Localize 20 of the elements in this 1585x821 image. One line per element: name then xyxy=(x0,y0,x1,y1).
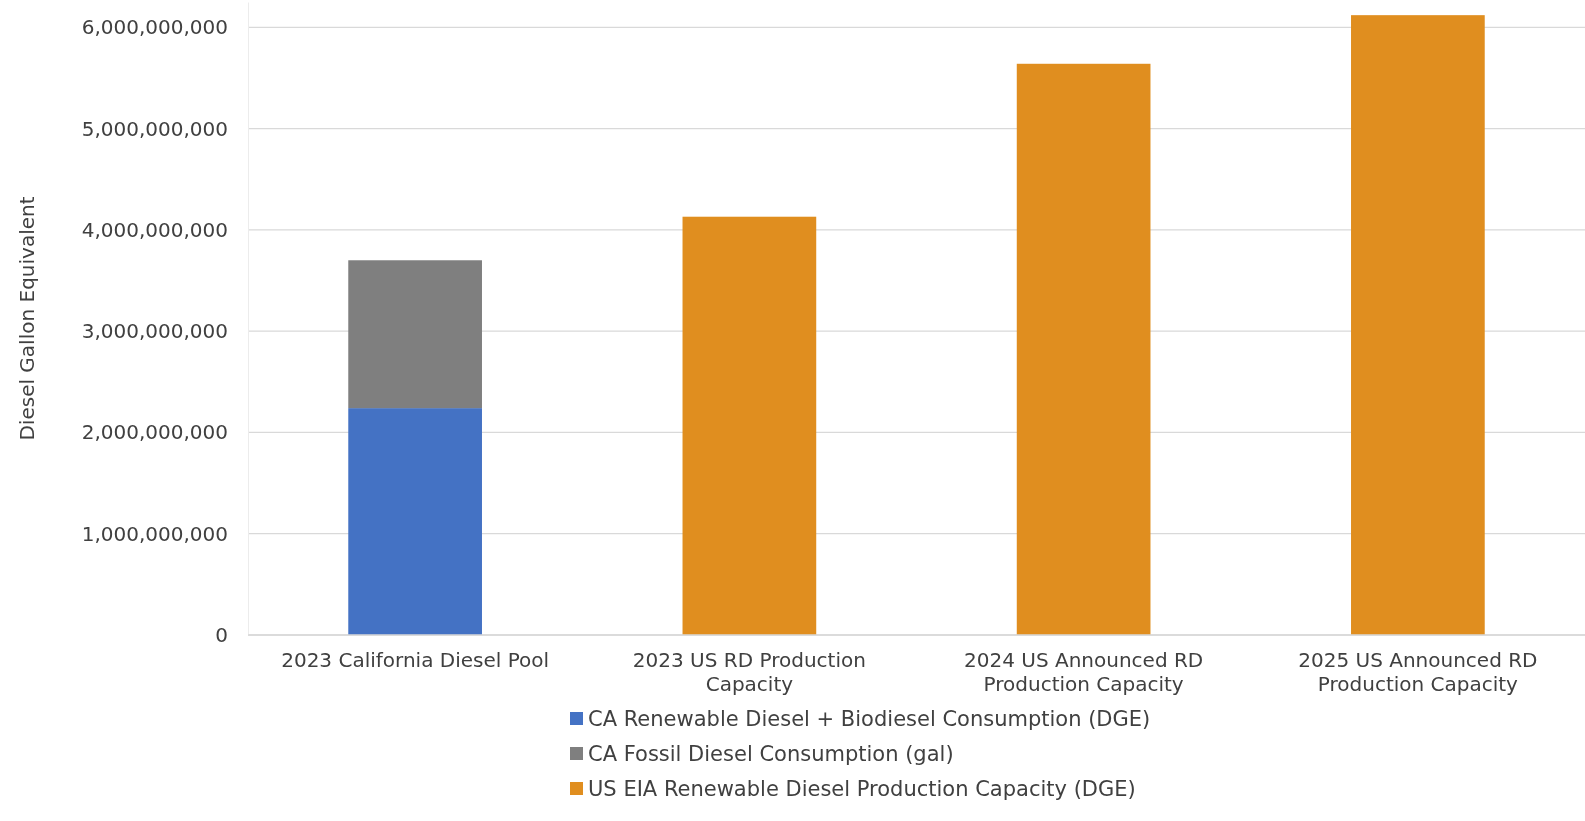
y-tick-label: 3,000,000,000 xyxy=(81,319,228,344)
y-axis-title: Diesel Gallon Equivalent xyxy=(15,196,39,441)
bar xyxy=(1351,15,1485,635)
legend-label: US EIA Renewable Diesel Production Capacity (DGE) xyxy=(588,777,1136,801)
legend-label: CA Fossil Diesel Consumption (gal) xyxy=(588,742,954,766)
bar xyxy=(348,260,482,409)
x-tick-label: 2023 US RD Production Capacity xyxy=(632,648,866,696)
y-tick-label: 1,000,000,000 xyxy=(81,521,228,546)
y-tick-label: 5,000,000,000 xyxy=(81,116,228,141)
bar xyxy=(348,408,482,635)
y-tick-label: 2,000,000,000 xyxy=(81,420,228,445)
x-tick-label: 2023 California Diesel Pool xyxy=(281,648,550,672)
x-tick-label: 2025 US Announced RD Production Capacity xyxy=(1298,648,1538,696)
y-tick-label: 4,000,000,000 xyxy=(81,217,228,242)
x-tick-label: 2024 US Announced RD Production Capacity xyxy=(964,648,1204,696)
y-tick-label: 6,000,000,000 xyxy=(81,15,228,40)
legend-label: CA Renewable Diesel + Biodiesel Consumption (DGE) xyxy=(588,707,1151,731)
y-tick-label: 0 xyxy=(215,622,228,647)
bar xyxy=(1016,63,1151,635)
bar xyxy=(682,216,817,635)
